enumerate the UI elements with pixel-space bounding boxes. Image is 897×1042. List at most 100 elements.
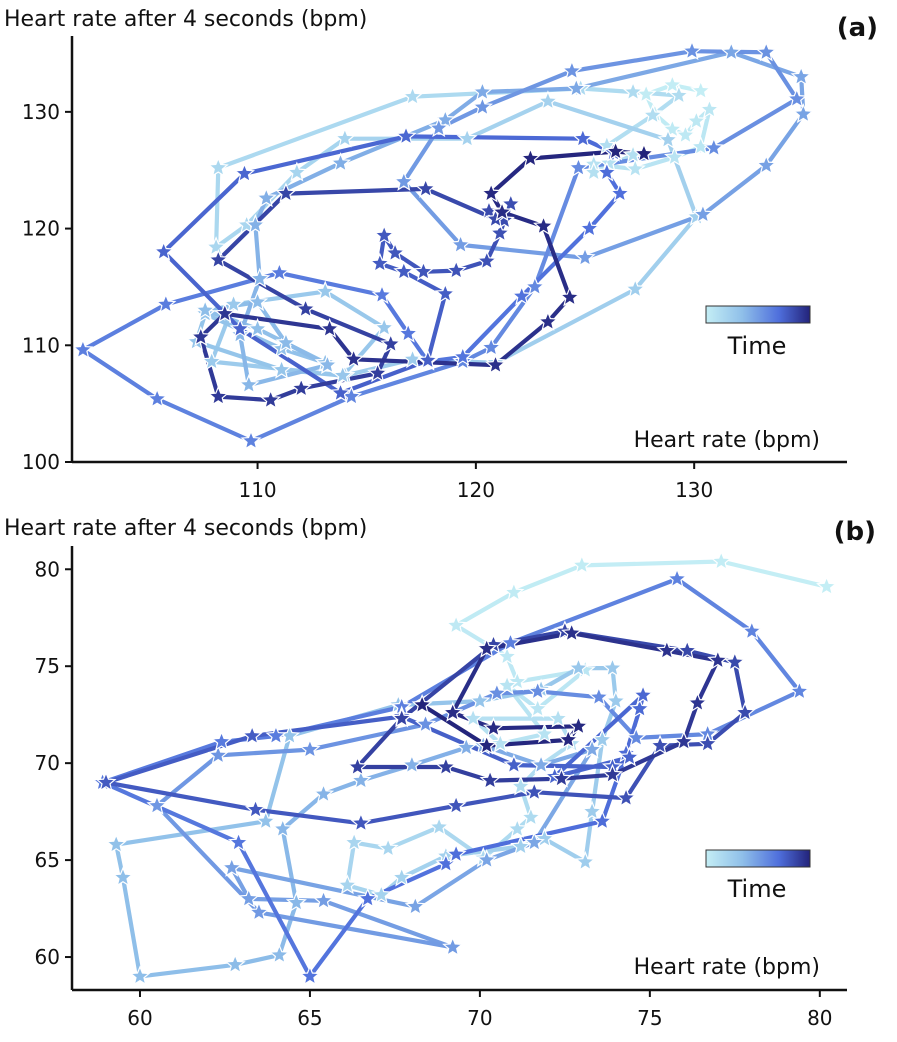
panel-b-trajectory-segment: [484, 631, 574, 651]
panel-a-data-point-star: [229, 317, 251, 338]
panel-a-data-point-star: [786, 87, 808, 109]
panel-a-data-point-star: [214, 302, 236, 323]
panel-a-data-point-star: [332, 364, 354, 385]
panel-a-data-point-star: [633, 142, 655, 163]
panel-a-data-point-star: [153, 240, 175, 261]
panel-a-data-point-star: [316, 354, 338, 375]
panel-b-trajectory-segment: [103, 780, 258, 812]
panel-b-trajectory-segment: [511, 563, 585, 595]
panel-a-trajectory-segment: [246, 363, 330, 388]
panel-b-trajectory-segment: [511, 762, 615, 770]
panel-b-data-point-star: [510, 775, 532, 796]
panel-a-trajectory-segment: [545, 99, 671, 142]
panel-a-trajectory-segment: [242, 134, 409, 176]
panel-b-data-point-star: [656, 639, 678, 660]
panel-b-data-point-star: [510, 835, 532, 856]
panel-a-trajectory-segment: [541, 224, 572, 300]
panel-a-data-point-star: [565, 77, 587, 98]
panel-b-data-point-star: [357, 887, 379, 908]
panel-b-data-point-star: [741, 620, 763, 641]
panel-b-data-point-star: [496, 645, 518, 666]
panel-b-trajectory-segment: [749, 629, 802, 694]
panel-b-data-point-star: [707, 649, 729, 670]
panel-a-data-point-star: [428, 117, 450, 138]
panel-b-data-point-star: [211, 730, 233, 751]
panel-b-trajectory-segment: [263, 733, 292, 824]
panel-b-trajectory-segment: [695, 658, 720, 706]
panel-a-data-point-star: [698, 98, 721, 119]
panel-b-data-point-star: [527, 697, 549, 718]
panel-a-data-point-star: [412, 260, 435, 281]
panel-b-data-point-star: [312, 783, 335, 804]
panel-b-x-tick-label: 60: [127, 1006, 152, 1030]
panel-a-data-point-star: [371, 284, 393, 305]
panel-b-trajectory-segment: [100, 780, 241, 845]
panel-a-data-point-star: [596, 161, 618, 182]
panel-a-data-point-star: [275, 331, 297, 352]
panel-b-trajectory-segment: [277, 900, 299, 958]
panel-a-data-point-star: [233, 162, 256, 183]
panel-b-trajectory-segment: [307, 722, 428, 752]
panel-a-y-tick-label: 100: [22, 450, 60, 474]
panel-b-data-point-star: [312, 889, 335, 910]
panel-b-trajectory-segment: [491, 724, 581, 731]
panel-b-trajectory-segment: [610, 739, 686, 777]
panel-b-data-point-star: [666, 567, 688, 588]
panel-a-data-point-star: [402, 85, 424, 106]
panel-b-data-point-star: [724, 651, 746, 672]
panel-b-data-point-star: [530, 753, 552, 775]
panel-b-trajectory-segment: [569, 631, 669, 653]
panel-a-data-point-star: [703, 136, 725, 158]
panel-a-data-point-star: [511, 285, 533, 306]
panel-b-trajectory-segment: [454, 819, 605, 857]
panel-b-data-point-star: [391, 866, 413, 887]
panel-a-x-tick-label: 130: [675, 478, 713, 502]
panel-b-trajectory-segment: [154, 753, 221, 808]
panel-a-data-point-star: [247, 290, 269, 312]
panel-b-trajectory-segment: [508, 576, 680, 646]
panel-a-data-point-star: [484, 354, 507, 375]
panel-b-trajectory-segment: [355, 716, 404, 770]
panel-a-data-point-star: [567, 156, 590, 177]
panel-a-data-point-star: [268, 261, 290, 282]
panel-a-data-point-star: [668, 84, 690, 105]
panel-a-trajectory-segment: [480, 68, 575, 110]
panel-b-trajectory-segment: [103, 733, 255, 785]
panel-a-trajectory-segment: [425, 291, 448, 363]
panel-a-data-point-star: [491, 201, 513, 222]
panel-a-data-point-star: [384, 241, 406, 263]
panel-b-trajectory-segment: [583, 809, 595, 865]
panel-b-data-point-star: [816, 575, 838, 596]
panel-a-colorbar: [705, 305, 811, 324]
panel-b-data-point-star: [476, 734, 498, 755]
panel-a-data-point-star: [681, 40, 703, 61]
panel-a-data-point-star: [247, 317, 269, 338]
panel-a-data-point-star: [478, 199, 500, 221]
panel-a-data-point-star: [661, 118, 683, 139]
panel-b-trajectory-segment: [681, 700, 700, 744]
panel-b-data-point-star: [533, 722, 556, 744]
panel-b-data-point-star: [567, 657, 590, 678]
panel-a-trajectory-segment: [633, 214, 699, 292]
panel-a-data-point-star: [314, 280, 336, 301]
panel-a-data-point-star: [524, 275, 546, 296]
panel-a-data-point-star: [146, 387, 168, 408]
panel-b-data-point-star: [486, 682, 508, 703]
panel-a-data-point-star: [574, 246, 596, 267]
panel-a-trajectory-segment: [216, 94, 415, 170]
panel-a-trajectory-segment: [460, 294, 524, 360]
panel-b-data-point-star: [241, 724, 263, 745]
panel-b-trajectory-segment: [256, 910, 455, 950]
panel-b-x-axis-label: Heart rate (bpm): [634, 955, 820, 980]
panel-a-trajectory-segment: [569, 49, 695, 74]
panel-b-data-point-star: [238, 887, 260, 908]
panel-b-data-point-star: [710, 550, 732, 571]
panel-b-data-point-star: [442, 936, 464, 957]
panel-a-data-point-star: [72, 338, 94, 359]
panel-b-data-point-star: [227, 831, 250, 852]
panel-b-data-point-star: [445, 614, 467, 635]
panel-a-data-point-star: [480, 182, 502, 203]
panel-b-data-point-star: [428, 816, 450, 837]
panel-b-trajectory-segment: [307, 896, 370, 979]
panel-a-data-point-star: [229, 323, 251, 344]
